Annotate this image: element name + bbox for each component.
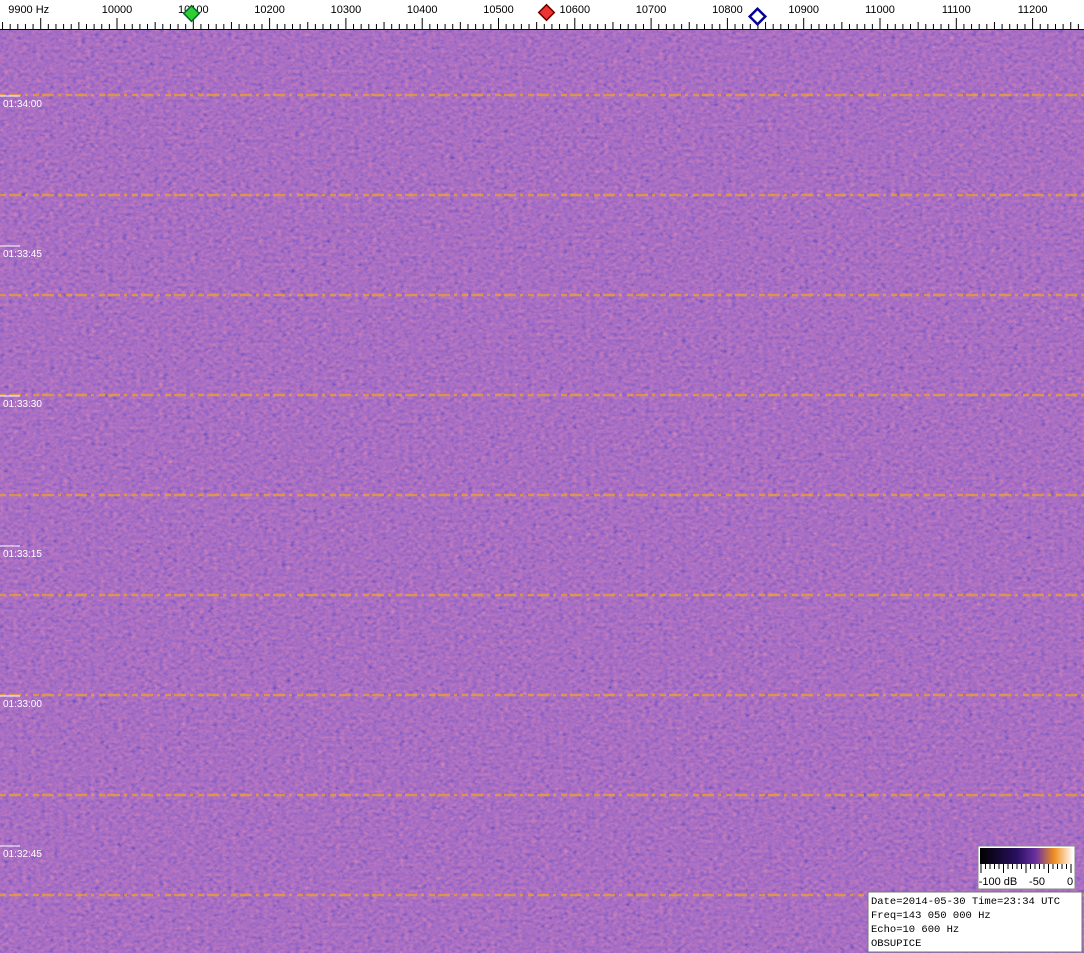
time-label: 01:32:45 bbox=[3, 849, 42, 860]
frequency-tick-label: 10200 bbox=[254, 4, 285, 16]
info-line: OBSUPICE bbox=[871, 938, 921, 950]
echo-lines bbox=[0, 93, 1084, 897]
spectrogram bbox=[0, 30, 1084, 953]
frequency-tick-label: 11100 bbox=[942, 4, 971, 16]
markers bbox=[182, 3, 768, 27]
info-box: Date=2014-05-30 Time=23:34 UTC Freq=143 … bbox=[867, 891, 1083, 953]
info-line: Echo=10 600 Hz bbox=[871, 924, 959, 936]
frequency-tick-label: 10400 bbox=[407, 4, 438, 16]
frequency-tick-label: 10900 bbox=[788, 4, 819, 16]
time-label: 01:33:45 bbox=[3, 249, 42, 260]
time-label: 01:33:15 bbox=[3, 549, 42, 560]
frequency-tick-label: 10700 bbox=[636, 4, 667, 16]
frequency-tick-label: 10300 bbox=[331, 4, 362, 16]
frequency-tick-label: 10000 bbox=[102, 4, 133, 16]
colorbar-label: 0 bbox=[1067, 876, 1073, 888]
colorbar-gradient bbox=[980, 848, 1073, 864]
time-label: 01:33:30 bbox=[3, 399, 42, 410]
time-labels: 01:34:00 01:33:45 01:33:30 01:33:15 01:33:00… bbox=[0, 95, 42, 860]
frequency-tick-label: 10500 bbox=[483, 4, 514, 16]
time-label: 01:33:00 bbox=[3, 699, 42, 710]
frequency-tick-label: 11200 bbox=[1018, 4, 1048, 16]
frequency-tick-label: 11000 bbox=[865, 4, 895, 16]
marker-blue[interactable] bbox=[747, 6, 768, 27]
frequency-tick-label: 10600 bbox=[560, 4, 591, 16]
frequency-tick-label: 9900 Hz bbox=[8, 4, 49, 16]
colorbar-label: -50 bbox=[1029, 876, 1045, 888]
colorbar-label: -100 dB bbox=[979, 876, 1018, 888]
marker-green[interactable] bbox=[182, 4, 201, 23]
ruler-ticks: 9900 Hz100001010010200103001040010500106… bbox=[2, 4, 1079, 30]
time-label: 01:34:00 bbox=[3, 99, 42, 110]
frequency-tick-label: 10800 bbox=[712, 4, 743, 16]
marker-red[interactable] bbox=[537, 3, 556, 22]
info-background bbox=[867, 891, 1083, 953]
info-line: Date=2014-05-30 Time=23:34 UTC bbox=[871, 896, 1060, 908]
info-line: Freq=143 050 000 Hz bbox=[871, 910, 991, 922]
colorbar: -100 dB -50 0 bbox=[977, 845, 1076, 890]
colorbar-ticks bbox=[980, 864, 1072, 873]
